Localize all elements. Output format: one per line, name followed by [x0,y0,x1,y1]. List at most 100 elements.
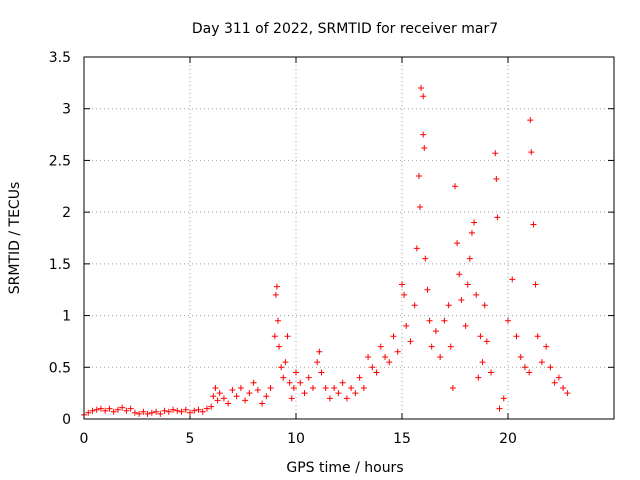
data-point [500,395,507,402]
axis-ticks [83,56,614,420]
data-point [165,408,172,415]
data-point [119,404,126,411]
data-point [131,409,138,416]
plot-frame [83,56,615,420]
x-tick-label: 5 [186,431,195,447]
data-point [271,333,278,340]
data-point [494,214,501,221]
data-point [123,407,130,414]
x-tick-labels: 0 5 10 15 20 [80,431,517,447]
data-point [403,322,410,329]
data-point [373,369,380,376]
data-point [274,317,281,324]
data-point [191,407,198,414]
data-point [532,281,539,288]
data-point [136,410,143,417]
data-point [449,384,456,391]
data-point [492,150,499,157]
y-tick-label: 1.5 [49,257,71,273]
data-point [447,343,454,350]
y-tick-label: 2.5 [49,153,71,169]
data-point [187,409,193,416]
data-point [216,390,223,397]
data-point [452,183,458,190]
data-point [293,369,299,376]
data-point [547,364,554,371]
data-point [278,364,285,371]
data-point [89,407,96,414]
data-point [326,395,333,402]
data-point [420,93,427,100]
data-point [479,359,486,366]
data-point [178,408,185,415]
data-point [284,333,291,340]
data-point [157,410,164,417]
data-point [356,374,363,381]
data-point [242,397,249,404]
data-point [458,297,465,304]
data-point [225,400,232,407]
data-points [81,85,571,418]
y-tick-label: 3.5 [49,50,71,66]
data-point [477,333,484,340]
data-point [254,387,261,394]
data-point [360,384,367,391]
gridlines [84,57,614,419]
data-point [352,390,359,397]
chart-title: Day 311 of 2022, SRMTID for receiver mar… [192,21,498,37]
data-point [464,281,471,288]
data-point [212,384,219,391]
data-point [246,390,253,397]
x-tick-label: 10 [287,431,305,447]
data-point [305,374,312,381]
data-point [110,408,117,415]
data-point [322,384,329,391]
y-tick-label: 0.5 [49,360,71,376]
data-point [517,353,524,360]
data-point [267,384,274,391]
data-point [468,229,475,236]
x-axis-label: GPS time / hours [286,460,403,476]
data-point [505,317,511,324]
data-point [272,291,279,298]
data-point [543,343,550,350]
data-point [85,409,92,416]
data-point [441,317,448,324]
x-tick-label: 20 [499,431,517,447]
data-point [106,405,113,412]
data-point [182,406,189,413]
data-point [538,359,545,366]
y-axis-label: SRMTID / TECUs [7,182,23,295]
data-point [348,384,355,391]
data-point [386,359,393,366]
data-point [530,221,537,228]
data-point [282,359,289,366]
data-point [422,255,429,262]
y-tick-label: 1 [62,309,71,325]
data-point [144,410,151,417]
data-point [161,407,168,414]
x-tick-label: 15 [393,431,411,447]
data-point [526,369,533,376]
data-point [471,219,478,226]
data-point [462,322,469,329]
data-point [174,407,181,414]
data-point [93,406,100,413]
data-point [114,406,121,413]
data-point [377,343,384,350]
data-point [97,405,104,412]
data-point [237,384,244,391]
data-point [273,283,280,290]
data-point [483,338,490,345]
data-point [286,379,293,386]
data-point [417,203,424,210]
data-point [555,374,562,381]
data-point [365,353,372,360]
data-point [475,374,482,381]
data-point [456,271,463,278]
data-point [343,395,350,402]
data-point [407,338,414,345]
data-point [229,387,236,394]
data-point [394,348,401,355]
data-point [318,369,325,376]
